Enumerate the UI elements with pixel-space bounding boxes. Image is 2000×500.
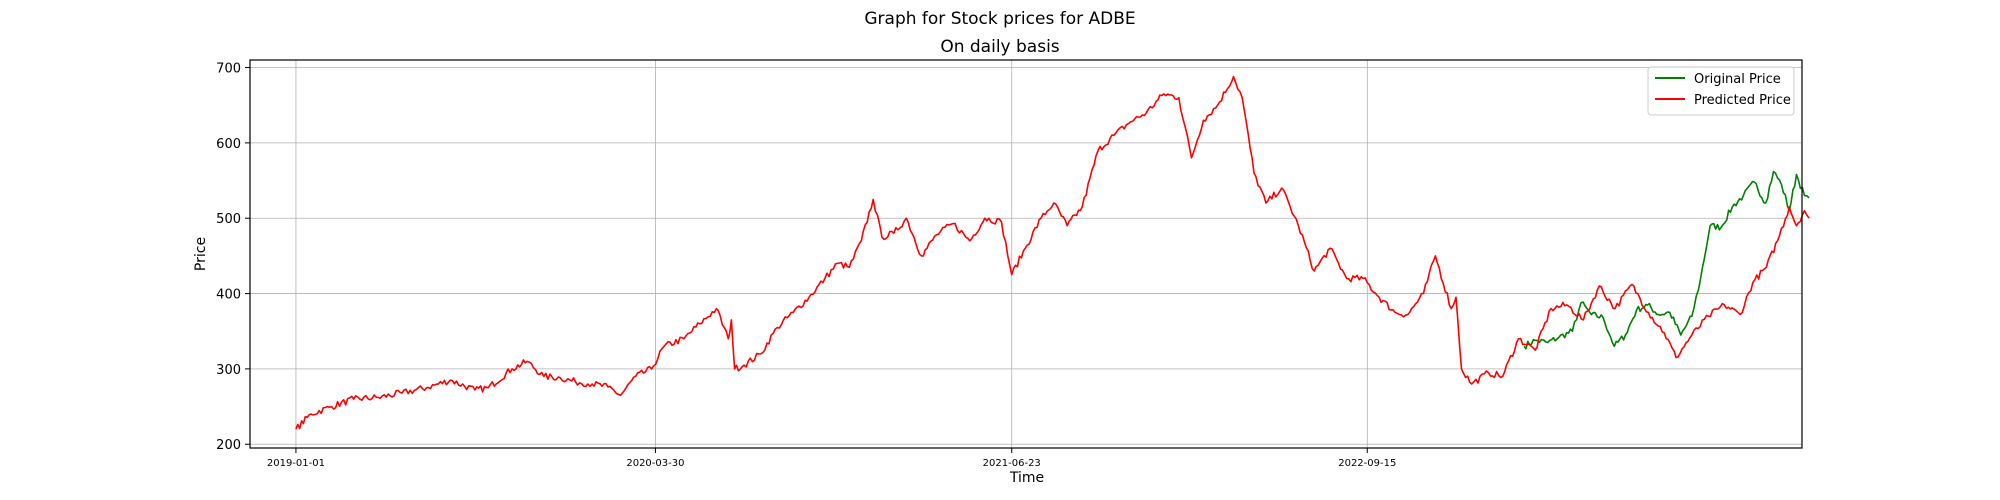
x-axis-label: Time bbox=[1009, 470, 1044, 486]
series-line-predicted-price bbox=[295, 75, 1810, 430]
x-tick-label: 2020-03-30 bbox=[626, 458, 684, 469]
y-tick-label: 600 bbox=[216, 137, 241, 152]
y-axis-ticks: 200 300 400 500 600 700 bbox=[216, 62, 250, 453]
series-line-original-price bbox=[1523, 170, 1810, 350]
legend-label-original-price: Original Price bbox=[1694, 72, 1781, 87]
y-axis-label: Price bbox=[193, 237, 209, 271]
y-tick-label: 500 bbox=[216, 212, 241, 227]
chart-title: Graph for Stock prices for ADBE bbox=[864, 9, 1135, 29]
y-tick-label: 700 bbox=[216, 62, 241, 77]
grid-lines bbox=[250, 60, 1802, 448]
plot-frame bbox=[249, 59, 1803, 449]
chart-subtitle: On daily basis bbox=[940, 37, 1059, 57]
legend-label-predicted-price: Predicted Price bbox=[1694, 93, 1791, 108]
x-axis-ticks: 2019-01-01 2020-03-30 2021-06-23 2022-09-15 bbox=[267, 448, 1396, 469]
x-tick-label: 2022-09-15 bbox=[1338, 458, 1396, 469]
x-tick-label: 2019-01-01 bbox=[267, 458, 325, 469]
y-tick-label: 200 bbox=[216, 438, 241, 453]
x-tick-label: 2021-06-23 bbox=[983, 458, 1041, 469]
series-lines bbox=[295, 75, 1810, 430]
legend: Original Price Predicted Price bbox=[1647, 66, 1795, 116]
y-tick-label: 300 bbox=[216, 363, 241, 378]
y-tick-label: 400 bbox=[216, 288, 241, 303]
